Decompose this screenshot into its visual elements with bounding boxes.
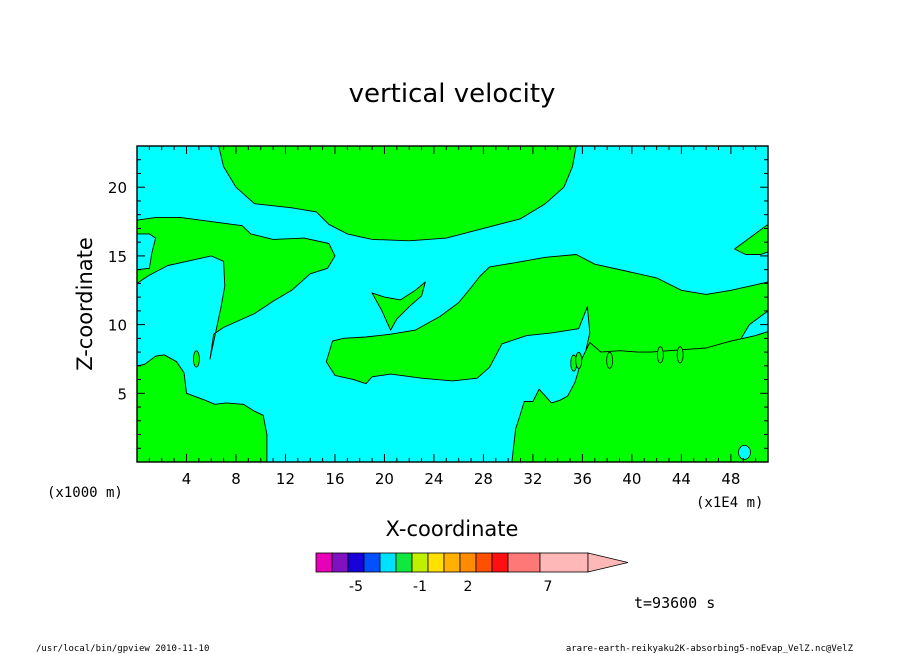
colorbar-swatch — [491, 552, 509, 573]
x-tick-label: 32 — [523, 470, 542, 488]
colorbar-swatch — [331, 552, 349, 573]
region-small-cell-20 — [371, 281, 426, 331]
region-upper-left-updraft — [137, 216, 336, 360]
positive-cell-1 — [676, 346, 684, 364]
colorbar-label: -1 — [413, 579, 427, 595]
colorbar-swatch — [475, 552, 493, 573]
positive-cell-4 — [575, 351, 583, 369]
positive-cell-5 — [192, 350, 200, 368]
colorbar-label: 7 — [544, 579, 553, 595]
x-tick-label: 16 — [325, 470, 344, 488]
negative-cell-0 — [738, 444, 751, 460]
x-tick-label: 4 — [182, 470, 192, 488]
colorbar-swatch — [363, 552, 381, 573]
colorbar-swatch — [411, 552, 429, 573]
colorbar-swatch — [395, 552, 413, 573]
plot-frame — [136, 145, 769, 463]
x-tick-label: 12 — [276, 470, 295, 488]
x-tick-label: 44 — [672, 470, 691, 488]
y-tick-label: 5 — [117, 385, 127, 403]
colorbar: -5 -1 2 7 — [315, 552, 629, 595]
x-axis-label: X-coordinate — [386, 517, 519, 541]
colorbar-label: 2 — [464, 579, 473, 595]
colorbar-swatch — [347, 552, 365, 573]
colorbar-swatch — [379, 552, 397, 573]
x-tick-label: 24 — [424, 470, 443, 488]
x-tick-label: 40 — [622, 470, 641, 488]
footer-left: /usr/local/bin/gpview 2010-11-10 — [36, 644, 209, 654]
x-tick-label: 8 — [231, 470, 241, 488]
y-tick-label: 15 — [108, 248, 127, 266]
x-scale-note: (x1E4 m) — [696, 495, 763, 511]
y-axis-label: Z-coordinate — [73, 237, 97, 371]
positive-cell-0 — [656, 346, 664, 364]
positive-cell-2 — [606, 351, 614, 369]
colorbar-label: -5 — [349, 579, 363, 595]
time-label: t=93600 s — [634, 594, 715, 612]
region-right-edge-cell — [734, 223, 768, 255]
x-tick-label: 36 — [573, 470, 592, 488]
chart-title: vertical velocity — [349, 79, 556, 109]
colorbar-swatch — [459, 552, 477, 573]
y-tick-label: 20 — [108, 179, 127, 197]
footer-right: arare-earth-reikyaku2K-absorbing5-noEvap… — [566, 644, 854, 654]
colorbar-swatch — [315, 552, 333, 573]
colorbar-swatch — [507, 552, 541, 573]
colorbar-extension-arrow — [587, 552, 629, 573]
colorbar-swatch — [443, 552, 461, 573]
colorbar-swatch — [427, 552, 445, 573]
x-tick-label: 20 — [375, 470, 394, 488]
region-upper-center-updraft — [218, 146, 577, 242]
x-tick-label: 48 — [721, 470, 740, 488]
colorbar-swatch — [539, 552, 589, 573]
region-lower-right-updraft — [511, 331, 768, 462]
field-layer — [137, 146, 768, 462]
y-tick-label: 10 — [108, 317, 127, 335]
x-tick-label: 28 — [474, 470, 493, 488]
y-scale-note: (x1000 m) — [47, 485, 123, 501]
region-lower-left-updraft — [137, 354, 268, 462]
